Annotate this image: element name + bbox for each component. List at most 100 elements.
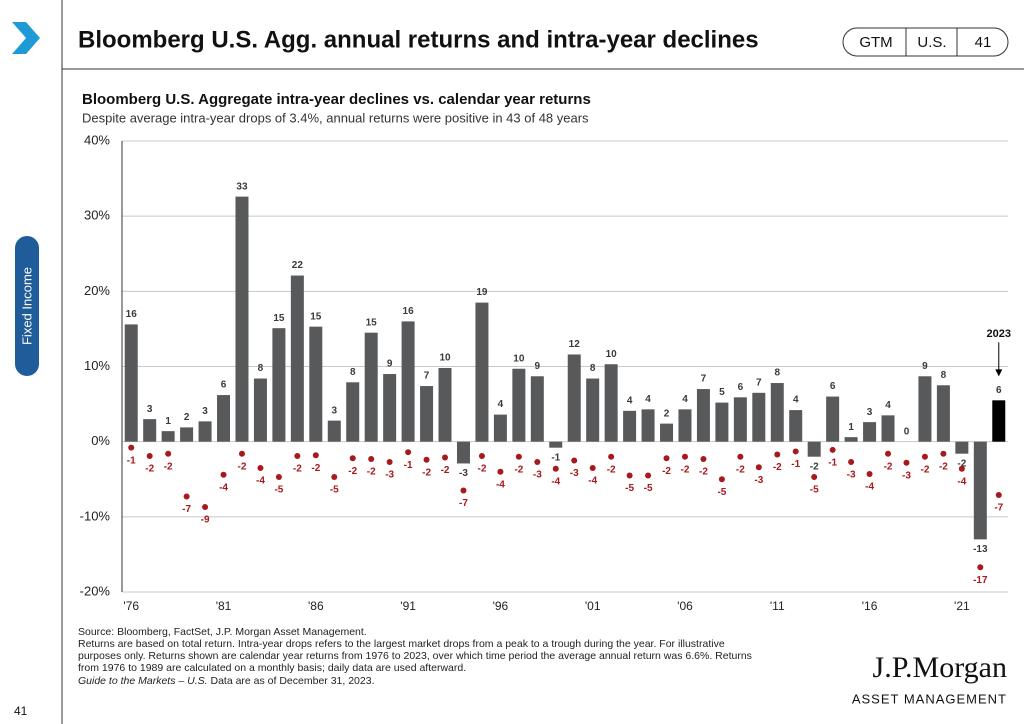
decline-dot [921,453,928,460]
data-label: 2 [184,412,190,423]
decline-dot [497,468,504,475]
decline-dot [977,564,984,571]
footnote: Returns are based on total return. Intra… [78,638,725,650]
decline-dot [958,465,965,472]
data-label: -3 [459,468,468,479]
y-tick-label: -20% [80,583,111,598]
x-tick-label: '01 [585,599,601,613]
data-label: -3 [847,470,856,481]
chart-title: Bloomberg U.S. Aggregate intra-year decl… [82,91,591,108]
bar [918,376,932,442]
data-label: -3 [385,470,394,481]
x-tick-label: '11 [770,599,785,613]
decline-dot [552,465,559,472]
decline-dot [312,452,319,459]
decline-dot [220,471,227,478]
data-label: 4 [627,395,633,406]
data-label: 8 [941,370,947,381]
data-label: -2 [607,464,616,475]
data-label: 10 [513,353,525,364]
data-label: -3 [754,475,763,486]
x-tick-label: '16 [862,599,878,613]
decline-dot [349,455,356,462]
data-label: 6 [221,380,227,391]
decline-dot [146,452,153,459]
badge-item: U.S. [917,34,946,51]
bar [290,275,304,442]
bar [253,378,267,442]
bar [992,400,1006,442]
data-label: 4 [645,394,651,405]
data-label: -5 [625,483,634,494]
data-label: -2 [681,464,690,475]
data-label: 4 [682,394,688,405]
decline-dot [183,493,190,500]
x-tick-label: '76 [123,599,139,613]
data-label: 33 [236,181,248,192]
bar [863,422,877,442]
decline-dot [700,455,707,462]
decline-dot [478,452,485,459]
decline-dot [460,487,467,494]
footnote: purposes only. Returns shown are calenda… [78,650,752,662]
annotation-arrowhead [995,369,1003,377]
bar [530,376,544,442]
data-label: 15 [366,317,378,328]
data-label: -5 [330,485,339,496]
chart-subtitle: Despite average intra-year drops of 3.4%… [82,110,589,125]
data-label: 6 [738,382,744,393]
data-label: -2 [367,467,376,478]
x-tick-label: '91 [400,599,416,613]
section-tab [15,236,39,376]
bar [955,441,969,454]
bar [198,421,212,442]
decline-dot [128,444,135,451]
data-label: -2 [957,458,966,469]
decline-dot [995,492,1002,499]
data-label: 10 [606,349,618,360]
decline-dot [608,453,615,460]
decline-dot [257,464,264,471]
data-label: -2 [699,467,708,478]
data-label: 3 [147,404,153,415]
data-label: 0 [904,426,910,437]
bar [180,427,194,442]
bar [549,441,563,448]
bar [752,392,766,442]
data-label: -2 [662,466,671,477]
bar [456,441,470,464]
data-label: 5 [719,387,725,398]
decline-dot [386,458,393,465]
data-label: 22 [292,260,304,271]
data-label: 7 [424,371,430,382]
data-label: -5 [644,483,653,494]
bar [327,420,341,442]
footnote: from 1976 to 1989 are calculated on a mo… [78,662,466,674]
decline-dot [571,457,578,464]
data-label: -2 [145,464,154,475]
decline-dot [718,476,725,483]
data-label: 15 [310,311,322,322]
bar [844,437,858,442]
decline-dot [940,450,947,457]
data-label: 3 [867,407,873,418]
data-label: -2 [939,461,948,472]
data-label: -4 [256,476,265,487]
data-label: 3 [331,405,337,416]
data-label: 16 [126,309,138,320]
x-tick-label: '21 [954,599,970,613]
decline-dot [903,459,910,466]
footnote: Source: Bloomberg, FactSet, J.P. Morgan … [78,626,367,638]
bar [143,419,157,442]
x-tick-label: '81 [216,599,232,613]
data-label: -2 [884,461,893,472]
bar [217,395,231,442]
y-tick-label: 30% [84,208,110,223]
data-label: 8 [350,367,356,378]
data-label: 19 [476,287,488,298]
data-label: -3 [570,468,579,479]
y-tick-label: 10% [84,358,110,373]
bar [770,383,784,442]
data-label: -2 [422,467,431,478]
